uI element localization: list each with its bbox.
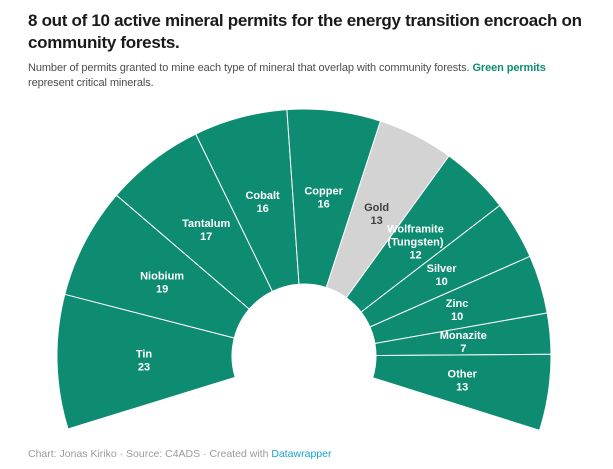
segment-label: Monazite 7: [440, 330, 487, 355]
segment-label: Silver 10: [427, 263, 458, 288]
segment-label: Wolframite (Tungsten) 12: [387, 223, 444, 261]
segment-label: Other 13: [448, 368, 478, 393]
segment-label: Copper 16: [304, 186, 343, 211]
datawrapper-link[interactable]: Datawrapper: [271, 448, 332, 460]
footer-byline: Chart: Jonas Kiriko · Source: C4ADS · Cr…: [28, 448, 272, 460]
segment-label: Cobalt 16: [245, 190, 280, 215]
chart-subtitle: Number of permits granted to mine each t…: [28, 61, 593, 91]
segment-label: Tin 23: [136, 348, 153, 373]
segment-other[interactable]: [372, 353, 552, 431]
segment-label: Gold 13: [364, 202, 389, 227]
chart-title: 8 out of 10 active mineral permits for t…: [28, 11, 582, 52]
segment-tin[interactable]: [56, 293, 236, 430]
chart-footer: Chart: Jonas Kiriko · Source: C4ADS · Cr…: [28, 447, 588, 461]
segment-label: Tantalum 17: [182, 218, 230, 243]
subtitle-highlight-green-permits: Green permits: [472, 62, 546, 74]
segment-label: Zinc 10: [446, 298, 469, 323]
subtitle-text-before: Number of permits granted to mine each t…: [28, 62, 473, 74]
subtitle-text-after: represent critical minerals.: [28, 77, 154, 89]
segment-label: Niobium 19: [140, 271, 184, 296]
